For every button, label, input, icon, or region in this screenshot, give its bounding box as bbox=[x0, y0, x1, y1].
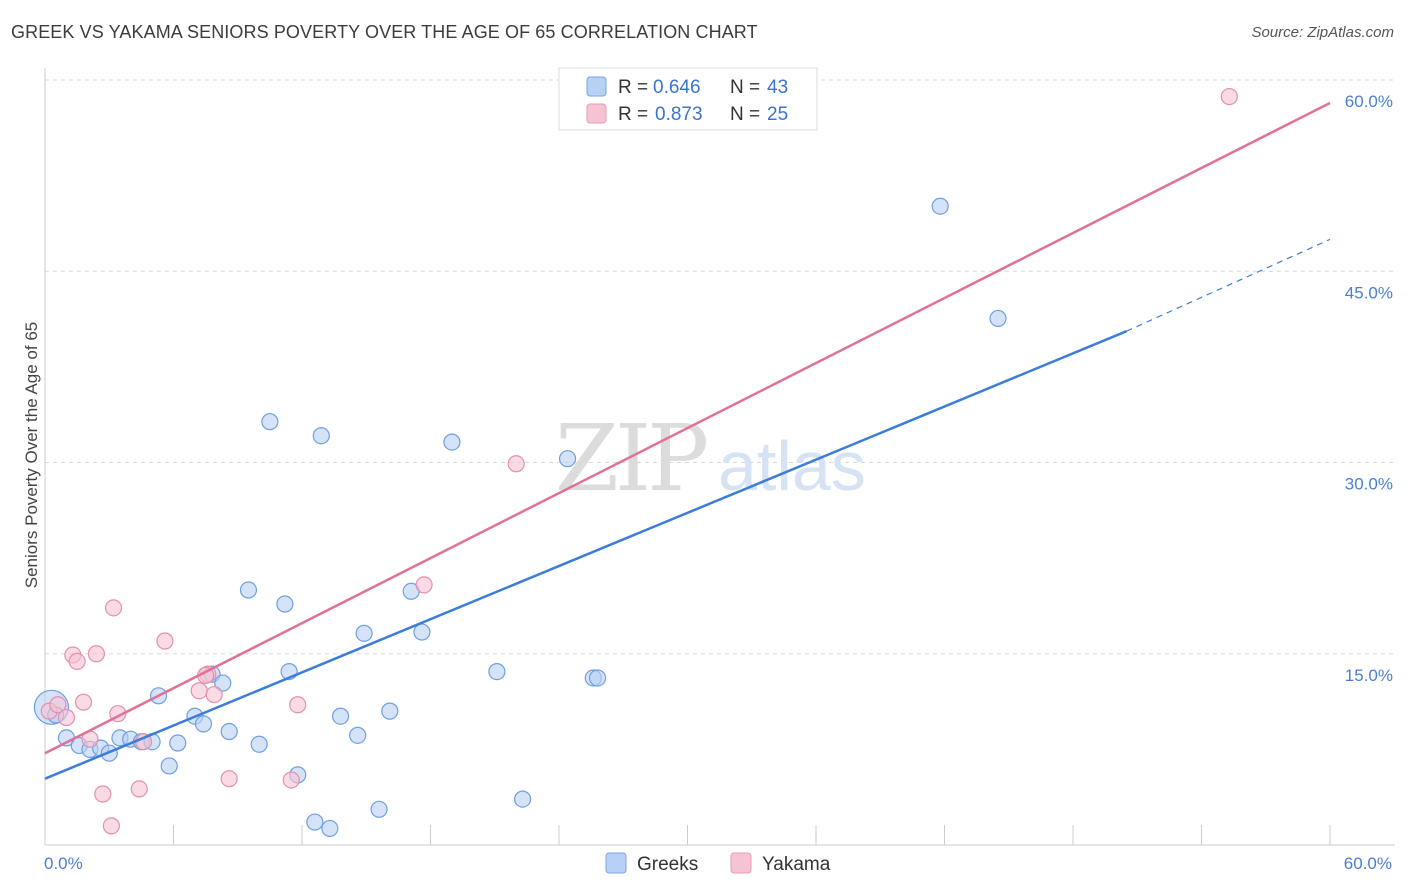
bottom-legend-greeks: Greeks bbox=[637, 854, 698, 875]
legend-swatch-greeks bbox=[586, 76, 607, 97]
greeks-trend-extension bbox=[1126, 238, 1331, 332]
bottom-legend-swatch-greeks bbox=[605, 852, 627, 874]
y-axis-label: Seniors Poverty Over the Age of 65 bbox=[22, 322, 41, 588]
x-tick-label-max: 60.0% bbox=[1344, 854, 1392, 873]
greeks-point bbox=[169, 734, 187, 752]
data-points bbox=[33, 87, 1238, 838]
yakama-point bbox=[87, 645, 106, 663]
x-tick-label-min: 0.0% bbox=[44, 854, 83, 873]
trend-lines bbox=[44, 101, 1331, 780]
greeks-point bbox=[194, 715, 213, 733]
greeks-point bbox=[214, 674, 232, 692]
legend-greeks-r-value: 0.646 bbox=[653, 77, 701, 98]
legend-swatch-yakama bbox=[586, 103, 607, 124]
yakama-point bbox=[130, 780, 148, 798]
legend-box: R = 0.646 N = 43 R = 0.873 N = 25 bbox=[558, 67, 818, 131]
legend-yakama-r-value: 0.873 bbox=[655, 104, 703, 125]
greeks-point bbox=[331, 707, 350, 725]
legend-yakama-n-value: 25 bbox=[767, 104, 788, 125]
legend-greeks-r-label: R = bbox=[618, 77, 648, 98]
greeks-point bbox=[931, 197, 949, 215]
y-tick-label: 30.0% bbox=[1345, 475, 1393, 494]
greeks-point bbox=[355, 624, 373, 642]
greeks-point bbox=[370, 800, 388, 818]
greeks-point bbox=[220, 722, 238, 741]
chart-title: GREEK VS YAKAMA SENIORS POVERTY OVER THE… bbox=[11, 22, 758, 42]
yakama-point bbox=[220, 770, 238, 788]
bottom-legend: Greeks Yakama bbox=[605, 852, 831, 875]
yakama-point bbox=[49, 696, 67, 714]
greeks-point bbox=[261, 413, 279, 431]
greeks-point bbox=[513, 790, 532, 808]
legend-greeks-n-value: 43 bbox=[767, 77, 788, 98]
greeks-point bbox=[312, 427, 330, 445]
greeks-trend-line bbox=[44, 330, 1128, 780]
greeks-point bbox=[558, 450, 577, 468]
yakama-trend-line bbox=[44, 101, 1331, 755]
greeks-point bbox=[413, 623, 431, 641]
yakama-point bbox=[156, 632, 174, 650]
legend-yakama-r-label: R = bbox=[618, 104, 648, 125]
greeks-point bbox=[488, 662, 506, 681]
source-label: Source: ZipAtlas.com bbox=[1251, 24, 1394, 41]
watermark-zip: ZIP bbox=[555, 405, 706, 512]
greeks-point bbox=[588, 669, 607, 687]
yakama-point bbox=[289, 696, 307, 714]
greeks-point bbox=[306, 813, 324, 831]
yakama-point bbox=[57, 708, 76, 727]
yakama-point bbox=[94, 785, 112, 803]
bottom-legend-swatch-yakama bbox=[730, 852, 752, 874]
greeks-point bbox=[443, 433, 461, 451]
greeks-point bbox=[381, 702, 399, 720]
yakama-point bbox=[190, 682, 208, 700]
y-tick-labels: 15.0% 30.0% 45.0% 60.0% bbox=[1345, 92, 1393, 685]
watermark: ZIP atlas bbox=[555, 405, 866, 512]
bottom-legend-yakama: Yakama bbox=[762, 854, 831, 875]
yakama-point bbox=[102, 817, 120, 835]
y-tick-label: 15.0% bbox=[1345, 666, 1393, 685]
y-tick-label: 60.0% bbox=[1345, 92, 1393, 111]
yakama-point bbox=[68, 652, 86, 671]
greeks-point bbox=[989, 309, 1007, 328]
yakama-point bbox=[104, 599, 123, 617]
greeks-point bbox=[349, 726, 367, 744]
legend-greeks-n-label: N = bbox=[730, 77, 760, 98]
greeks-point bbox=[250, 735, 268, 753]
yakama-point bbox=[1220, 87, 1238, 106]
yakama-point bbox=[282, 771, 300, 789]
grid-lines bbox=[45, 79, 1395, 655]
greeks-point bbox=[321, 819, 339, 838]
watermark-atlas: atlas bbox=[718, 427, 866, 505]
legend-yakama-n-label: N = bbox=[730, 104, 760, 125]
yakama-point bbox=[415, 576, 433, 594]
greeks-point bbox=[276, 595, 294, 613]
yakama-point bbox=[74, 693, 93, 711]
y-tick-label: 45.0% bbox=[1345, 283, 1393, 302]
yakama-point bbox=[507, 455, 525, 473]
greeks-point bbox=[160, 757, 178, 775]
greeks-point bbox=[239, 581, 258, 599]
yakama-point bbox=[205, 685, 223, 704]
